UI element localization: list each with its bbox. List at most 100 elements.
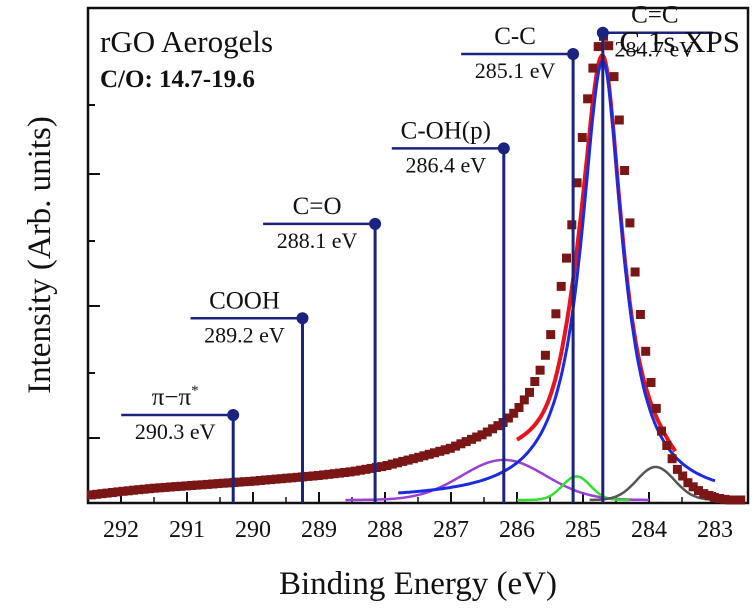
- data-point: [292, 472, 302, 482]
- data-point: [393, 458, 402, 468]
- data-point: [271, 474, 281, 484]
- data-point: [477, 430, 487, 440]
- data-point: [514, 403, 524, 412]
- data-point: [261, 475, 270, 485]
- peak-label: C-C: [494, 23, 536, 50]
- data-point: [276, 474, 286, 484]
- data-point: [556, 281, 566, 291]
- envelope-fit-curve: [515, 53, 678, 453]
- data-point: [667, 454, 677, 464]
- data-point: [92, 489, 102, 499]
- data-point: [335, 468, 344, 478]
- x-tick-label: 286: [499, 517, 535, 543]
- data-point: [736, 495, 746, 505]
- data-point: [218, 478, 228, 488]
- data-point: [134, 485, 144, 495]
- data-point: [171, 482, 181, 492]
- data-point: [509, 408, 519, 418]
- data-point: [166, 482, 175, 492]
- data-point: [683, 478, 693, 488]
- data-point: [197, 480, 207, 490]
- data-point: [118, 486, 128, 496]
- data-point: [414, 452, 424, 462]
- x-axis-label: Binding Energy (eV): [279, 566, 557, 602]
- data-point: [635, 310, 645, 319]
- data-point: [234, 477, 244, 487]
- data-point: [282, 473, 292, 483]
- data-point: [324, 469, 334, 479]
- data-point: [139, 484, 149, 494]
- data-point: [525, 387, 534, 397]
- corner-label: C 1s XPS: [619, 24, 740, 59]
- data-point: [694, 486, 703, 496]
- data-point: [102, 488, 112, 498]
- data-point: [546, 330, 556, 340]
- data-point: [678, 471, 688, 481]
- peak-energy-label: 284.7 eV: [614, 37, 695, 62]
- data-point: [208, 479, 218, 489]
- data-point: [672, 464, 682, 474]
- chart-subtitle: C/O: 14.7-19.6: [100, 66, 255, 93]
- peak-energy-label: 290.3 eV: [135, 419, 216, 444]
- peak-energy-label: 286.4 eV: [405, 152, 486, 177]
- data-point: [451, 441, 461, 451]
- data-point: [551, 309, 561, 319]
- x-tick-label: 291: [169, 517, 205, 543]
- c-oh-component-curve: [345, 458, 649, 502]
- data-point: [398, 456, 408, 466]
- data-point: [472, 432, 482, 442]
- data-point: [435, 446, 445, 456]
- data-point: [181, 481, 191, 491]
- data-point: [356, 465, 366, 475]
- data-point: [662, 441, 672, 450]
- peak-energy-label: 288.1 eV: [277, 228, 358, 253]
- x-tick-label: 288: [367, 517, 403, 543]
- data-point: [308, 471, 318, 481]
- data-point: [387, 459, 397, 469]
- peak-label: C-OH(p): [401, 117, 491, 144]
- data-point: [731, 495, 740, 505]
- data-point: [625, 218, 635, 228]
- data-point: [213, 479, 223, 489]
- data-point: [620, 166, 630, 175]
- data-point: [329, 469, 339, 479]
- data-point: [408, 454, 418, 464]
- fit-curves: [345, 53, 722, 502]
- data-point: [430, 448, 439, 458]
- data-point: [303, 471, 313, 481]
- data-point: [562, 253, 571, 263]
- data-point: [86, 490, 96, 500]
- peak-energy-label: 285.1 eV: [475, 58, 556, 83]
- peak-label: C=C: [631, 2, 678, 29]
- data-point: [97, 489, 107, 499]
- data-point: [709, 492, 719, 502]
- data-point: [641, 346, 651, 356]
- data-point: [651, 403, 661, 413]
- data-point: [187, 481, 197, 490]
- data-point: [572, 178, 582, 188]
- data-point: [123, 486, 133, 496]
- data-point: [593, 42, 603, 52]
- data-point: [445, 443, 455, 453]
- data-point: [725, 495, 735, 505]
- data-point: [192, 480, 202, 490]
- x-tick-label: 283: [697, 517, 733, 543]
- x-tick-label: 285: [565, 517, 601, 543]
- data-point: [239, 477, 249, 487]
- data-point: [345, 467, 355, 477]
- x-tick-label: 290: [235, 517, 271, 543]
- data-point: [266, 475, 276, 485]
- data-point: [440, 445, 450, 455]
- data-point: [350, 466, 360, 476]
- c-eq-c-component-curve: [398, 58, 716, 495]
- data-point: [313, 471, 323, 480]
- data-point: [609, 72, 619, 82]
- x-tick-label: 284: [631, 517, 667, 543]
- data-point: [577, 133, 587, 142]
- data-point: [340, 468, 350, 477]
- data-point: [614, 115, 624, 125]
- data-point: [699, 489, 709, 499]
- peak-label: C=O: [293, 193, 342, 220]
- data-point: [493, 421, 503, 431]
